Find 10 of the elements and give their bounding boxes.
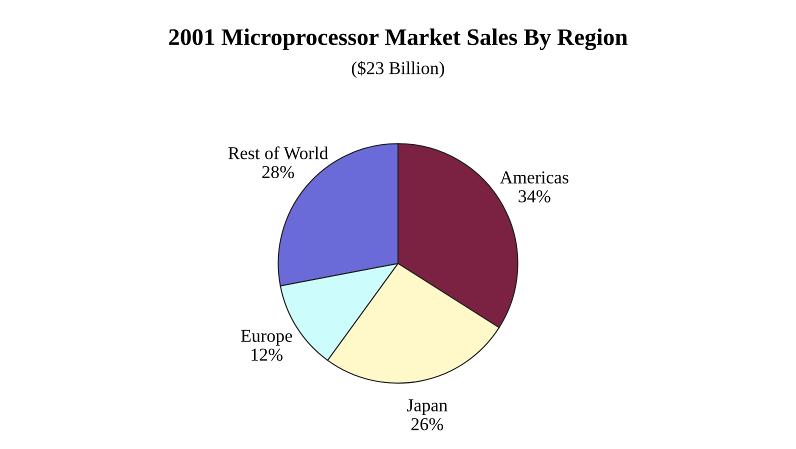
slice-label: Japan: [406, 399, 448, 416]
data-label: 26%: [411, 418, 444, 430]
slice-label: Europe: [241, 330, 292, 346]
slice-label: Americas: [500, 171, 568, 184]
slice-label: Rest of World: [228, 146, 328, 160]
data-label: 28%: [262, 166, 294, 178]
chart-title: 2001 Microprocessor Market Sales By Region: [169, 28, 628, 50]
chart-subtitle: ($23 Billion): [352, 61, 444, 78]
data-label: 12%: [252, 348, 283, 361]
data-label: 34%: [518, 190, 550, 202]
